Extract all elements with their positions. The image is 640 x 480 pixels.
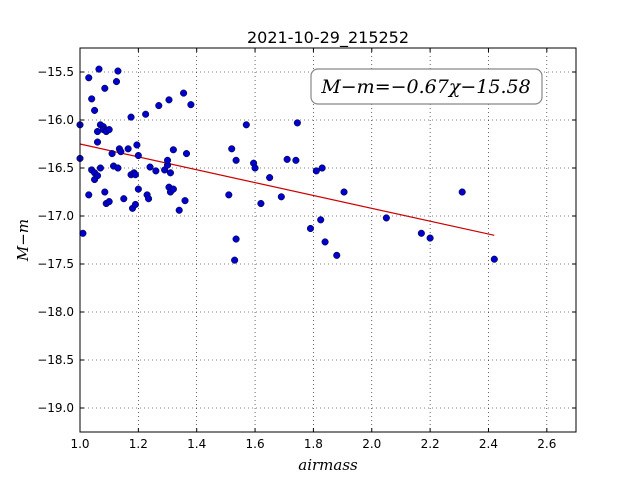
x-axis-label: airmass	[298, 456, 358, 474]
data-point	[93, 172, 102, 180]
y-tick-label: −18.0	[37, 305, 74, 319]
y-tick-label: −16.0	[37, 113, 74, 127]
data-point	[283, 155, 291, 163]
x-tick-label: 1.4	[187, 437, 206, 451]
fit-equation: M−m=−0.67χ−15.58	[320, 76, 530, 98]
data-point	[277, 193, 285, 201]
x-tick-label: 1.2	[129, 437, 148, 451]
y-tick-label: −17.0	[37, 209, 74, 223]
x-tick-label: 1.6	[246, 437, 265, 451]
grid-lines	[80, 48, 576, 432]
data-point	[169, 185, 177, 193]
data-point	[108, 150, 116, 158]
data-point	[228, 145, 236, 153]
data-point	[114, 67, 122, 75]
data-point	[181, 197, 189, 205]
data-point	[187, 101, 195, 109]
data-point	[292, 156, 300, 164]
fit-line	[79, 143, 495, 236]
data-points	[76, 65, 498, 264]
y-tick-label: −16.5	[37, 161, 74, 175]
data-point	[333, 251, 341, 259]
data-point	[321, 238, 329, 246]
data-point	[340, 188, 348, 196]
data-point	[317, 216, 325, 224]
data-point	[293, 119, 301, 127]
data-point	[312, 167, 320, 175]
data-point	[114, 164, 122, 172]
data-point	[134, 151, 142, 160]
data-point	[145, 195, 153, 203]
annotation-frame	[310, 68, 543, 105]
data-point	[152, 167, 160, 175]
data-point	[182, 150, 191, 158]
data-point	[124, 145, 132, 153]
chart-title: 2021-10-29_215252	[247, 28, 409, 48]
data-point	[165, 96, 173, 104]
data-point	[127, 113, 135, 121]
data-point	[155, 102, 163, 110]
data-point	[382, 214, 390, 222]
plot-frame	[79, 47, 577, 433]
data-point	[85, 74, 93, 82]
data-point	[266, 174, 274, 182]
data-point	[231, 256, 239, 264]
data-point	[134, 185, 142, 193]
data-point	[95, 65, 103, 73]
y-axis-ticks: −15.5 −16.0 −16.5 −17.0 −17.5 −18.0 −18.5 −19.0	[37, 65, 576, 415]
data-point	[131, 171, 139, 179]
data-point	[117, 148, 125, 156]
data-point	[318, 164, 326, 172]
data-point	[91, 106, 99, 114]
y-tick-label: −15.5	[37, 65, 74, 79]
x-tick-label: 2.4	[479, 437, 498, 451]
data-point	[96, 164, 104, 172]
data-point	[306, 224, 315, 233]
x-tick-label: 1.8	[304, 437, 323, 451]
data-point	[417, 229, 425, 237]
data-point	[133, 141, 141, 149]
y-tick-label: −18.5	[37, 353, 74, 367]
data-point	[93, 138, 102, 146]
x-tick-label: 2.2	[421, 437, 440, 451]
data-point	[142, 110, 150, 118]
data-point	[225, 191, 233, 199]
x-tick-label: 1.0	[70, 437, 89, 451]
data-point	[180, 89, 188, 97]
data-point	[232, 235, 240, 243]
data-point	[490, 255, 498, 263]
data-point	[257, 199, 265, 208]
data-point	[242, 121, 250, 129]
x-tick-label: 2.6	[537, 437, 556, 451]
data-point	[175, 206, 183, 214]
data-point	[146, 163, 154, 171]
data-point	[232, 156, 240, 164]
fit-line-segment	[79, 143, 495, 236]
data-point	[101, 188, 109, 196]
data-point	[112, 78, 121, 86]
data-point	[166, 169, 174, 177]
data-point	[79, 229, 87, 237]
fit-annotation-box: M−m=−0.67χ−15.58	[310, 68, 543, 105]
data-point	[101, 84, 109, 92]
y-axis-label: M−m	[14, 219, 32, 262]
data-point	[458, 188, 466, 196]
data-point	[131, 200, 139, 209]
data-point	[105, 198, 113, 206]
data-point	[85, 191, 93, 199]
data-point	[88, 95, 96, 103]
data-point	[169, 146, 177, 154]
data-point	[251, 164, 259, 172]
data-point	[120, 195, 128, 203]
x-tick-label: 2.0	[362, 437, 381, 451]
y-tick-label: −19.0	[37, 401, 74, 415]
x-axis-ticks: 1.0 1.2 1.4 1.6 1.8 2.0 2.2 2.4 2.6	[70, 48, 556, 451]
data-point	[105, 126, 113, 134]
y-tick-label: −17.5	[37, 257, 74, 271]
data-point	[163, 156, 172, 164]
data-point	[426, 234, 434, 242]
